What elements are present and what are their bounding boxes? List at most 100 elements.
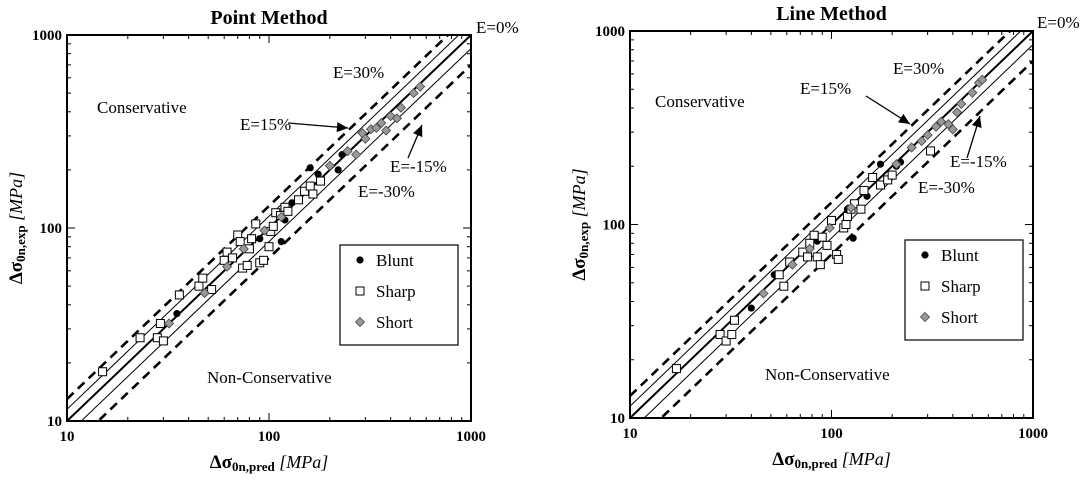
data-points (671, 74, 988, 374)
point-short (163, 318, 175, 329)
point-sharp (251, 219, 261, 229)
point-short (952, 107, 963, 118)
point-short (351, 149, 362, 160)
ref-line (96, 63, 471, 421)
point-short (824, 222, 835, 233)
point-sharp (817, 232, 827, 242)
point-short (324, 160, 335, 171)
point-short (395, 102, 407, 113)
y-tick-label: 1000 (32, 28, 62, 44)
legend-marker-sharp (355, 286, 365, 296)
point-sharp (779, 281, 789, 291)
point-sharp (842, 211, 852, 221)
point-blunt (747, 304, 755, 312)
point-short (943, 119, 954, 130)
point-sharp (228, 253, 238, 263)
point-short (221, 261, 233, 272)
chart-title: Point Method (210, 7, 327, 29)
region-label-conservative: Conservative (655, 92, 745, 111)
legend-marker-blunt (356, 256, 364, 264)
point-short (371, 122, 382, 133)
point-short (408, 88, 419, 99)
point-short (391, 113, 403, 124)
point-short (947, 124, 958, 135)
point-short (415, 81, 426, 92)
point-sharp (135, 333, 145, 343)
point-short (906, 142, 917, 153)
point-sharp (155, 319, 165, 329)
arrow-head (336, 122, 348, 133)
point-blunt (173, 310, 181, 318)
line-label: E=30% (893, 59, 944, 78)
point-blunt (306, 164, 314, 172)
line-label: E=-15% (390, 157, 447, 176)
line-label: E=-15% (950, 152, 1007, 171)
point-sharp (802, 252, 812, 262)
legend-label: Blunt (376, 251, 414, 270)
chart-line: Line Method 10 100 1000 10 100 1000 Δσ0n,pred [… (569, 3, 1080, 471)
point-sharp (868, 172, 878, 182)
x-tick-label: 100 (820, 426, 843, 442)
ref-line (67, 35, 450, 400)
y-tick-label: 1000 (595, 24, 625, 40)
point-short (376, 117, 387, 129)
point-sharp (715, 330, 725, 340)
point-sharp (859, 185, 869, 195)
legend-label: Short (376, 313, 413, 332)
ref-line (659, 60, 1033, 418)
y-tick-label: 100 (603, 218, 626, 234)
point-blunt (338, 151, 346, 159)
point-short (930, 121, 942, 132)
point-short (381, 125, 392, 136)
point-sharp (774, 270, 784, 280)
legend-label: Blunt (941, 246, 979, 265)
point-sharp (222, 247, 232, 257)
point-blunt (288, 199, 296, 207)
region-label-non-conservative: Non-Conservative (207, 368, 332, 387)
point-sharp (721, 336, 731, 346)
line-label: E=-30% (918, 178, 975, 197)
arrow-head (413, 125, 423, 138)
arrow-head (971, 116, 982, 128)
ref-line (80, 48, 471, 421)
legend-marker-short (919, 311, 931, 323)
point-sharp (856, 204, 866, 214)
region-label-conservative: Conservative (97, 98, 187, 117)
point-sharp (235, 237, 245, 247)
x-tick-label: 10 (623, 426, 638, 442)
point-blunt (849, 234, 857, 242)
point-sharp (194, 281, 204, 291)
x-tick-label: 100 (258, 429, 281, 445)
point-short (259, 225, 270, 236)
point-short (238, 243, 249, 254)
point-short (342, 146, 353, 157)
point-sharp (887, 170, 897, 180)
point-sharp (247, 234, 257, 244)
chart-point: Point Method 10 100 1000 10 100 1000 Δσ0n,pred … (6, 7, 519, 474)
x-tick-label: 10 (60, 429, 75, 445)
y-axis-label: Δσ0n,exp [MPa] (6, 172, 28, 284)
point-short (922, 129, 933, 141)
point-short (891, 159, 902, 170)
ref-line (630, 31, 1012, 397)
legend-label: Sharp (941, 277, 981, 296)
line-label: E=-30% (358, 182, 415, 201)
point-short (276, 211, 287, 223)
point-short (787, 259, 798, 270)
chart-title: Line Method (776, 3, 887, 25)
data-points (98, 81, 426, 377)
point-short (956, 98, 967, 109)
point-sharp (264, 242, 274, 252)
point-sharp (812, 252, 822, 262)
legend-marker-blunt (921, 251, 929, 259)
point-sharp (158, 336, 168, 346)
x-axis-label: Δσ0n,pred [MPa] (772, 449, 891, 471)
y-axis-label: Δσ0n,exp [MPa] (569, 168, 591, 280)
axis-ticks (629, 31, 1033, 419)
point-sharp (174, 290, 184, 300)
point-sharp (875, 180, 885, 190)
point-sharp (729, 315, 739, 325)
point-sharp (305, 181, 315, 191)
point-sharp (198, 273, 208, 283)
legend-label: Short (941, 308, 978, 327)
